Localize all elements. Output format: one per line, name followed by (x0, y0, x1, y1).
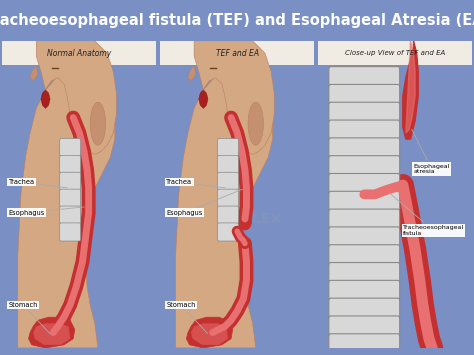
Text: TRIALEX: TRIALEX (217, 212, 282, 226)
Polygon shape (188, 65, 196, 81)
FancyBboxPatch shape (160, 41, 314, 65)
Polygon shape (30, 65, 38, 81)
Text: Close-up View of TEF and EA: Close-up View of TEF and EA (345, 50, 445, 56)
FancyBboxPatch shape (218, 223, 238, 241)
FancyBboxPatch shape (218, 189, 238, 207)
FancyBboxPatch shape (60, 155, 81, 174)
FancyBboxPatch shape (218, 206, 238, 224)
FancyBboxPatch shape (329, 227, 400, 247)
Text: Trachea: Trachea (166, 179, 225, 188)
FancyBboxPatch shape (2, 41, 156, 65)
FancyBboxPatch shape (329, 263, 400, 283)
Text: Esophageal
atresia: Esophageal atresia (412, 129, 450, 174)
Polygon shape (33, 323, 70, 345)
FancyBboxPatch shape (60, 172, 81, 190)
FancyBboxPatch shape (329, 245, 400, 265)
FancyBboxPatch shape (60, 189, 81, 207)
Text: Trachea: Trachea (9, 179, 67, 188)
FancyBboxPatch shape (60, 223, 81, 241)
FancyBboxPatch shape (329, 120, 400, 140)
FancyBboxPatch shape (329, 102, 400, 122)
Text: Stomach: Stomach (9, 302, 50, 334)
FancyBboxPatch shape (318, 41, 472, 65)
Polygon shape (175, 69, 273, 348)
FancyBboxPatch shape (329, 334, 400, 354)
Polygon shape (186, 317, 233, 348)
Polygon shape (18, 69, 115, 348)
Text: Esophagus: Esophagus (166, 189, 242, 216)
Text: Tracheoesophageal fistula (TEF) and Esophageal Atresia (EA): Tracheoesophageal fistula (TEF) and Esop… (0, 13, 474, 28)
Text: Stomach: Stomach (166, 302, 208, 334)
FancyBboxPatch shape (329, 67, 400, 87)
Polygon shape (406, 41, 415, 133)
Polygon shape (199, 90, 208, 108)
FancyBboxPatch shape (218, 172, 238, 190)
FancyBboxPatch shape (60, 138, 81, 157)
Polygon shape (28, 317, 75, 348)
FancyBboxPatch shape (218, 155, 238, 174)
FancyBboxPatch shape (329, 174, 400, 194)
Polygon shape (194, 41, 274, 154)
Ellipse shape (90, 102, 106, 145)
FancyBboxPatch shape (218, 138, 238, 157)
Text: Normal Anatomy: Normal Anatomy (47, 49, 111, 58)
FancyBboxPatch shape (329, 280, 400, 301)
FancyBboxPatch shape (329, 138, 400, 158)
FancyBboxPatch shape (329, 191, 400, 212)
FancyBboxPatch shape (329, 298, 400, 318)
FancyBboxPatch shape (329, 84, 400, 105)
Ellipse shape (248, 102, 264, 145)
Polygon shape (41, 90, 50, 108)
FancyBboxPatch shape (329, 316, 400, 336)
FancyBboxPatch shape (329, 209, 400, 229)
Ellipse shape (239, 214, 251, 230)
FancyBboxPatch shape (60, 206, 81, 224)
Polygon shape (403, 41, 418, 139)
Text: TEF and EA: TEF and EA (216, 49, 259, 58)
Text: Esophagus: Esophagus (9, 207, 84, 216)
FancyBboxPatch shape (329, 156, 400, 176)
Text: Tracheoesophageal
fistula: Tracheoesophageal fistula (390, 193, 464, 236)
Polygon shape (191, 323, 228, 345)
Polygon shape (36, 41, 117, 154)
